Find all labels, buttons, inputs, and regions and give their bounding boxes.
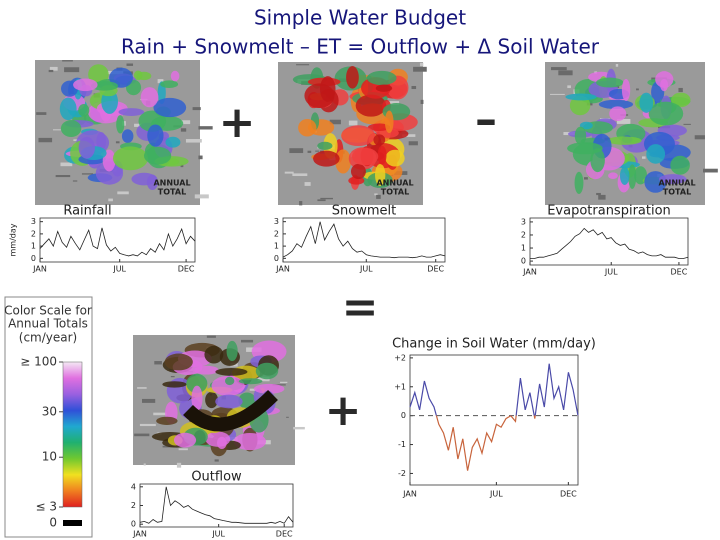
x-tick-label: JUL [604, 268, 618, 277]
legend-label: 10 [42, 450, 57, 464]
x-tick-label: JAN [32, 265, 47, 274]
x-tick-label: JAN [522, 268, 537, 277]
legend-label: ≤ 3 [35, 500, 57, 514]
map-annotation: ANNUAL [153, 179, 190, 188]
chart-title: Snowmelt [332, 204, 396, 219]
legend-label: 30 [42, 404, 57, 418]
y-tick-label: 3 [274, 217, 279, 226]
x-tick-label: DEC [178, 265, 195, 274]
plot-frame [282, 217, 446, 263]
map-annotation: ANNUAL [658, 179, 695, 188]
y-tick-label: 3 [31, 217, 36, 226]
operator: = [342, 282, 379, 333]
y-tick-label: 2 [274, 229, 279, 238]
legend-title: (cm/year) [19, 331, 77, 345]
y-tick-label: 0 [274, 254, 279, 263]
y-tick-label: 1 [274, 242, 279, 251]
x-tick-label: JUL [359, 265, 373, 274]
y-tick-label: +2 [394, 353, 406, 362]
plot-frame [529, 217, 689, 266]
x-tick-label: JUL [489, 490, 503, 499]
y-tick-label: 2 [131, 501, 136, 510]
map-annotation: ANNUAL [376, 179, 413, 188]
chart-title: Rainfall [63, 204, 111, 219]
plot-frame [139, 483, 294, 528]
x-tick-label: DEC [560, 490, 577, 499]
data-line [530, 227, 689, 259]
data-line [282, 221, 446, 259]
y-tick-label: 2 [521, 230, 526, 239]
map-image [133, 335, 305, 468]
operator: – [475, 94, 497, 145]
y-tick-label: -1 [398, 440, 406, 449]
x-tick-label: JUL [112, 265, 126, 274]
map-image [545, 62, 718, 205]
x-tick-label: JAN [132, 530, 147, 539]
x-tick-label: DEC [427, 265, 444, 274]
x-tick-label: DEC [276, 530, 293, 539]
y-tick-label: 0 [401, 411, 406, 420]
map-annotation: TOTAL [158, 188, 186, 197]
color-scale-bar [62, 361, 83, 508]
chart-title: Evapotranspiration [547, 204, 671, 219]
map-annotation: TOTAL [663, 188, 691, 197]
chart-title: Outflow [191, 470, 242, 485]
x-tick-label: DEC [671, 268, 688, 277]
y-tick-label: 1 [31, 242, 36, 251]
y-tick-label: 1 [521, 244, 526, 253]
y-tick-label: 0 [131, 520, 136, 529]
data-line [409, 363, 579, 471]
y-tick-label: -2 [398, 469, 406, 478]
legend-label: 0 [49, 516, 57, 530]
operator: + [219, 97, 256, 148]
plot-frame [409, 354, 579, 486]
y-tick-label: 0 [521, 257, 526, 266]
operator: + [325, 385, 362, 436]
map-annotation: TOTAL [381, 188, 409, 197]
map-image [278, 62, 427, 206]
legend-label: ≥ 100 [20, 355, 57, 369]
map-image [35, 60, 213, 205]
y-tick-label: 4 [131, 482, 136, 491]
x-tick-label: JAN [402, 490, 417, 499]
data-line [139, 486, 294, 524]
legend-title: Color Scale for [4, 304, 92, 318]
x-tick-label: JUL [211, 530, 225, 539]
subtitle: Rain + Snowmelt – ET = Outflow + Δ Soil … [121, 35, 600, 59]
data-line [39, 227, 196, 257]
y-tick-label: 2 [31, 229, 36, 238]
zero-swatch [63, 520, 82, 526]
legend-title: Annual Totals [8, 317, 88, 331]
y-tick-label: 0 [31, 254, 36, 263]
y-tick-label: +1 [394, 382, 406, 391]
y-tick-label: 3 [521, 217, 526, 226]
x-tick-label: JAN [275, 265, 290, 274]
chart-title: Change in Soil Water (mm/day) [392, 337, 596, 352]
title: Simple Water Budget [254, 6, 466, 30]
y-axis-label: mm/day [9, 223, 18, 256]
plot-frame [39, 217, 196, 263]
